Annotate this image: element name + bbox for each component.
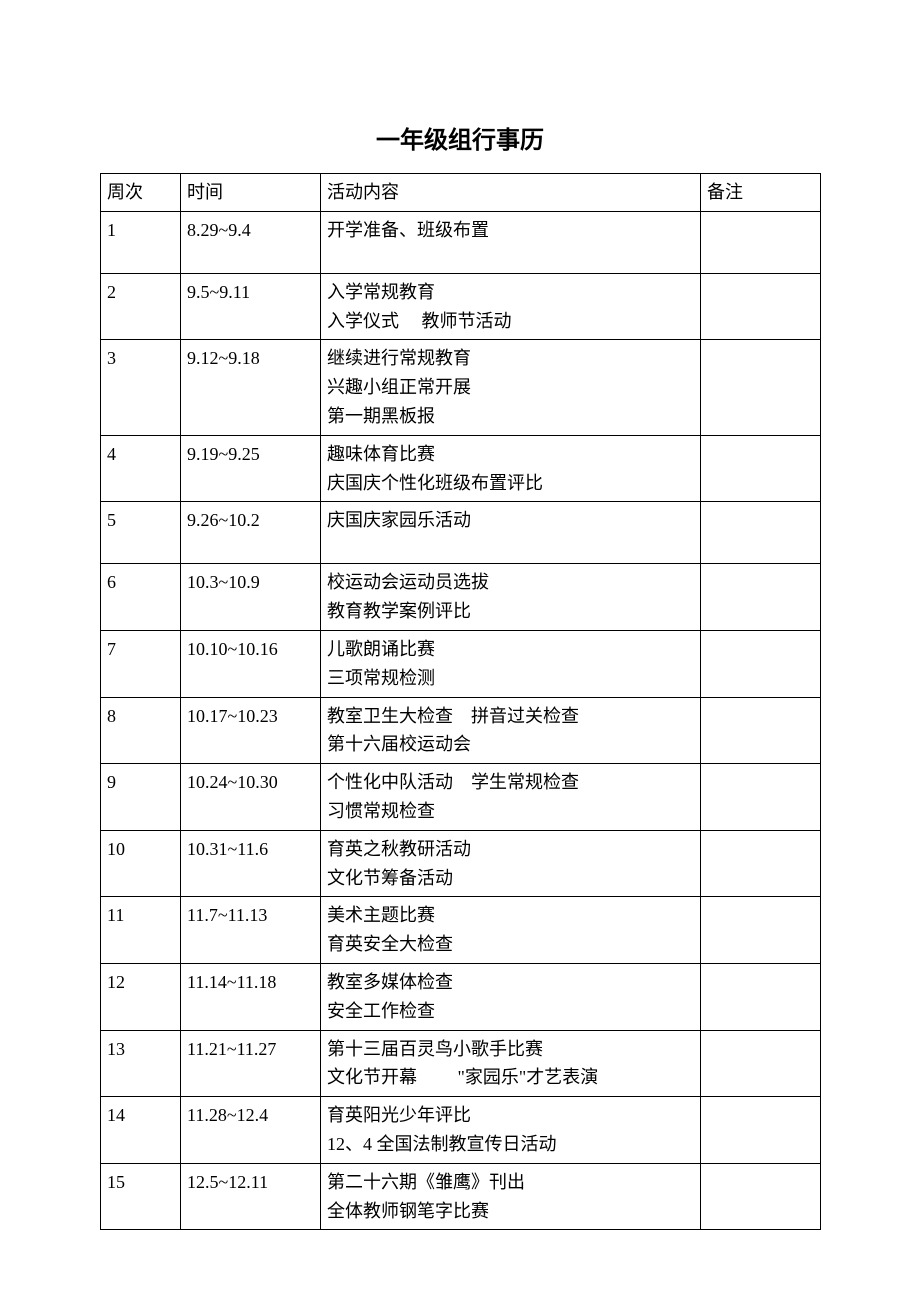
- cell-content: 开学准备、班级布置: [321, 211, 701, 273]
- cell-week: 11: [101, 897, 181, 964]
- cell-week: 1: [101, 211, 181, 273]
- cell-note: [701, 273, 821, 340]
- table-row: 29.5~9.11入学常规教育 入学仪式 教师节活动: [101, 273, 821, 340]
- header-week: 周次: [101, 174, 181, 212]
- cell-content: 教室卫生大检查 拼音过关检查 第十六届校运动会: [321, 697, 701, 764]
- table-row: 810.17~10.23教室卫生大检查 拼音过关检查 第十六届校运动会: [101, 697, 821, 764]
- cell-note: [701, 502, 821, 564]
- table-row: 59.26~10.2庆国庆家园乐活动: [101, 502, 821, 564]
- table-row: 39.12~9.18继续进行常规教育 兴趣小组正常开展 第一期黑板报: [101, 340, 821, 435]
- cell-week: 9: [101, 764, 181, 831]
- cell-week: 10: [101, 830, 181, 897]
- cell-content: 趣味体育比赛 庆国庆个性化班级布置评比: [321, 435, 701, 502]
- cell-content: 校运动会运动员选拔 教育教学案例评比: [321, 564, 701, 631]
- table-row: 1211.14~11.18教室多媒体检查 安全工作检查: [101, 963, 821, 1030]
- cell-content: 儿歌朗诵比赛 三项常规检测: [321, 630, 701, 697]
- cell-time: 11.28~12.4: [181, 1097, 321, 1164]
- table-row: 49.19~9.25趣味体育比赛 庆国庆个性化班级布置评比: [101, 435, 821, 502]
- header-content: 活动内容: [321, 174, 701, 212]
- cell-content: 育英阳光少年评比 12、4 全国法制教宣传日活动: [321, 1097, 701, 1164]
- cell-week: 5: [101, 502, 181, 564]
- cell-content: 第二十六期《雏鹰》刊出 全体教师钢笔字比赛: [321, 1163, 701, 1230]
- cell-note: [701, 897, 821, 964]
- cell-week: 3: [101, 340, 181, 435]
- cell-content: 教室多媒体检查 安全工作检查: [321, 963, 701, 1030]
- cell-time: 12.5~12.11: [181, 1163, 321, 1230]
- cell-time: 11.7~11.13: [181, 897, 321, 964]
- cell-note: [701, 697, 821, 764]
- header-note: 备注: [701, 174, 821, 212]
- cell-week: 12: [101, 963, 181, 1030]
- cell-note: [701, 1097, 821, 1164]
- table-row: 1411.28~12.4育英阳光少年评比 12、4 全国法制教宣传日活动: [101, 1097, 821, 1164]
- cell-time: 10.24~10.30: [181, 764, 321, 831]
- cell-time: 11.21~11.27: [181, 1030, 321, 1097]
- table-row: 1512.5~12.11第二十六期《雏鹰》刊出 全体教师钢笔字比赛: [101, 1163, 821, 1230]
- page-title: 一年级组行事历: [100, 120, 820, 155]
- cell-content: 第十三届百灵鸟小歌手比赛 文化节开幕 "家园乐"才艺表演: [321, 1030, 701, 1097]
- table-row: 610.3~10.9校运动会运动员选拔 教育教学案例评比: [101, 564, 821, 631]
- table-row: 18.29~9.4开学准备、班级布置: [101, 211, 821, 273]
- cell-week: 8: [101, 697, 181, 764]
- cell-content: 继续进行常规教育 兴趣小组正常开展 第一期黑板报: [321, 340, 701, 435]
- cell-week: 7: [101, 630, 181, 697]
- cell-week: 6: [101, 564, 181, 631]
- cell-time: 10.31~11.6: [181, 830, 321, 897]
- cell-content: 美术主题比赛 育英安全大检查: [321, 897, 701, 964]
- cell-note: [701, 764, 821, 831]
- cell-time: 10.3~10.9: [181, 564, 321, 631]
- cell-time: 9.19~9.25: [181, 435, 321, 502]
- cell-time: 9.12~9.18: [181, 340, 321, 435]
- cell-content: 入学常规教育 入学仪式 教师节活动: [321, 273, 701, 340]
- cell-time: 10.17~10.23: [181, 697, 321, 764]
- cell-note: [701, 830, 821, 897]
- header-time: 时间: [181, 174, 321, 212]
- cell-note: [701, 963, 821, 1030]
- cell-content: 庆国庆家园乐活动: [321, 502, 701, 564]
- cell-time: 9.5~9.11: [181, 273, 321, 340]
- cell-week: 15: [101, 1163, 181, 1230]
- cell-time: 8.29~9.4: [181, 211, 321, 273]
- cell-week: 4: [101, 435, 181, 502]
- table-row: 1311.21~11.27第十三届百灵鸟小歌手比赛 文化节开幕 "家园乐"才艺表…: [101, 1030, 821, 1097]
- schedule-table: 周次 时间 活动内容 备注 18.29~9.4开学准备、班级布置29.5~9.1…: [100, 173, 821, 1230]
- table-row: 710.10~10.16儿歌朗诵比赛 三项常规检测: [101, 630, 821, 697]
- cell-note: [701, 630, 821, 697]
- cell-note: [701, 211, 821, 273]
- cell-time: 10.10~10.16: [181, 630, 321, 697]
- cell-time: 11.14~11.18: [181, 963, 321, 1030]
- cell-week: 13: [101, 1030, 181, 1097]
- cell-note: [701, 435, 821, 502]
- table-row: 1111.7~11.13美术主题比赛 育英安全大检查: [101, 897, 821, 964]
- cell-content: 个性化中队活动 学生常规检查 习惯常规检查: [321, 764, 701, 831]
- table-header-row: 周次 时间 活动内容 备注: [101, 174, 821, 212]
- cell-note: [701, 1163, 821, 1230]
- cell-note: [701, 564, 821, 631]
- cell-week: 14: [101, 1097, 181, 1164]
- table-row: 1010.31~11.6育英之秋教研活动 文化节筹备活动: [101, 830, 821, 897]
- cell-content: 育英之秋教研活动 文化节筹备活动: [321, 830, 701, 897]
- cell-week: 2: [101, 273, 181, 340]
- cell-note: [701, 1030, 821, 1097]
- cell-note: [701, 340, 821, 435]
- table-body: 周次 时间 活动内容 备注 18.29~9.4开学准备、班级布置29.5~9.1…: [101, 174, 821, 1230]
- cell-time: 9.26~10.2: [181, 502, 321, 564]
- table-row: 910.24~10.30个性化中队活动 学生常规检查 习惯常规检查: [101, 764, 821, 831]
